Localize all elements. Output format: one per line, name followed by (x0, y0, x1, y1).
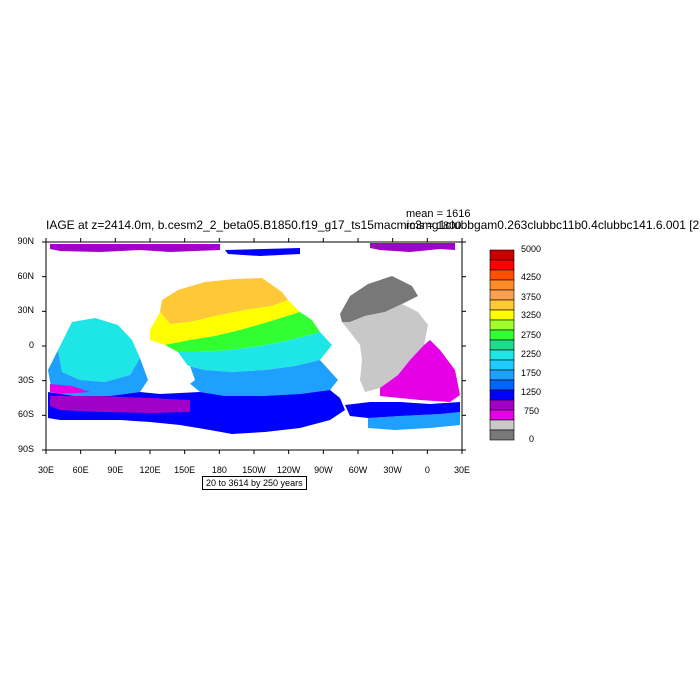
colorbar-label: 5000 (521, 244, 542, 254)
latitude-label: 90N (17, 236, 34, 246)
colorbar-swatch (489, 259, 515, 271)
colorbar-swatch (489, 399, 515, 411)
longitude-label: 30W (383, 465, 402, 475)
colorbar-swatch (489, 329, 515, 341)
longitude-label: 120W (276, 465, 301, 475)
arctic-deep-region (225, 248, 300, 256)
north-pacific-oldest-region (160, 278, 288, 324)
colorbar-swatch (489, 279, 515, 291)
latitude-tick-marks (42, 241, 466, 451)
south-pacific-blue-region (188, 360, 338, 396)
longitude-label: 30E (37, 465, 54, 475)
longitude-label: 150W (242, 465, 266, 475)
colorbar-label: 2250 (521, 349, 542, 359)
longitude-tick-marks (45, 238, 463, 454)
colorbar-swatch (489, 379, 515, 391)
longitude-label: 120E (139, 465, 161, 475)
colorbar-swatch (489, 349, 515, 361)
colorbar-swatch (489, 289, 515, 301)
north-atlantic-region (340, 276, 418, 322)
colorbar-label: 3750 (521, 292, 542, 302)
latitude-label: 0 (28, 340, 34, 350)
longitude-label: 180 (211, 465, 227, 475)
colorbar-swatch (489, 369, 515, 381)
latitude-label: 60S (17, 409, 34, 420)
colorbar-label: 750 (524, 406, 540, 416)
central-pacific-mid-region (165, 312, 320, 352)
colorbar-swatch (489, 319, 515, 331)
colorbar (489, 249, 515, 441)
latitude-label: 30S (17, 374, 34, 385)
indian-ocean-blue-region (48, 350, 148, 396)
colorbar-swatch (489, 359, 515, 371)
arctic-ocean-region (50, 244, 220, 252)
atlantic-southern-blue-region (368, 412, 460, 430)
australia-land (148, 362, 195, 390)
colorbar-swatch (489, 429, 515, 441)
colorbar-swatch (489, 419, 515, 431)
longitude-label: 30E (453, 465, 470, 475)
rms-label: rms = 1800 (406, 220, 462, 232)
colorbar-label: 1750 (521, 368, 542, 378)
longitude-label: 150E (174, 465, 196, 475)
latitude-label: 30N (17, 305, 34, 316)
southern-ocean-young-band (50, 384, 90, 394)
longitude-label: 90E (107, 465, 124, 475)
colorbar-swatch (489, 309, 515, 321)
antarctica-land (46, 428, 462, 450)
colorbar-label: 2750 (521, 330, 542, 340)
colorbar-swatch (489, 249, 515, 261)
south-atlantic-region (342, 304, 428, 392)
greenland-land (385, 252, 420, 274)
colorbar-swatch (489, 269, 515, 281)
latitude-label: 60N (17, 270, 34, 281)
longitude-label: 60E (72, 465, 89, 475)
contour-info-box: 20 to 3614 by 250 years (202, 476, 307, 490)
colorbar-swatch (489, 339, 515, 351)
southern-ocean-violet-band (50, 396, 190, 413)
colorbar-swatch (489, 299, 515, 311)
colorbar-label: 3250 (521, 310, 542, 320)
colorbar-label: 4250 (521, 272, 542, 282)
atlantic-southern-deep-region (345, 402, 460, 418)
south-atlantic-young-region (380, 340, 460, 402)
north-pacific-old-region (150, 300, 300, 345)
longitude-label: 0 (424, 465, 430, 475)
longitude-label: 60W (348, 465, 368, 475)
indian-ocean-cyan-region (58, 318, 140, 382)
colorbar-label: 1250 (521, 387, 542, 397)
mean-label: mean = 1616 (406, 208, 471, 220)
arctic-ocean-region-east (370, 243, 455, 252)
colorbar-label: 0 (529, 434, 535, 444)
colorbar-swatch (489, 409, 515, 421)
central-pacific-cyan-region (178, 332, 332, 372)
colorbar-swatch (489, 389, 515, 401)
plot-title: IAGE at z=2414.0m, b.cesm2_2_beta05.B185… (46, 218, 700, 232)
latitude-label: 90S (17, 444, 34, 454)
map-panel (45, 241, 463, 451)
longitude-label: 90W (314, 465, 333, 475)
